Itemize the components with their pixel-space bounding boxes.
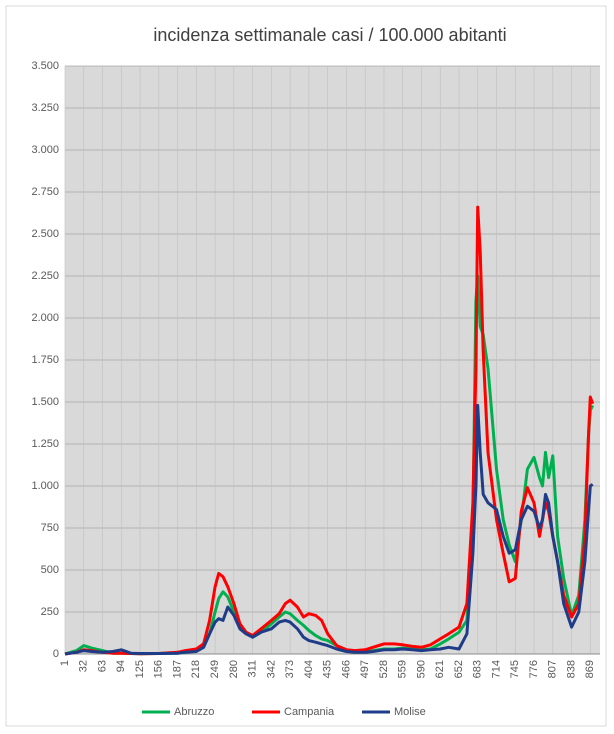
x-tick-label: 497 [359,660,371,678]
x-tick-label: 1 [59,660,71,666]
y-tick-label: 250 [41,606,59,618]
y-tick-label: 2.000 [31,312,59,324]
x-tick-label: 373 [284,660,296,678]
x-tick-label: 249 [209,660,221,678]
y-tick-label: 500 [41,564,59,576]
y-tick-label: 2.750 [31,186,59,198]
y-tick-label: 3.000 [31,144,59,156]
x-tick-label: 404 [303,660,315,678]
x-tick-label: 63 [96,660,108,672]
x-tick-label: 652 [453,660,465,678]
y-tick-label: 1.250 [31,438,59,450]
legend-label: Molise [394,706,426,718]
y-tick-label: 750 [41,522,59,534]
x-tick-label: 32 [78,660,90,672]
x-tick-label: 187 [171,660,183,678]
y-tick-label: 3.250 [31,102,59,114]
x-tick-label: 714 [490,660,502,678]
x-tick-label: 435 [322,660,334,678]
x-tick-label: 466 [340,660,352,678]
y-tick-label: 2.250 [31,270,59,282]
x-tick-label: 218 [190,660,202,678]
x-tick-label: 311 [247,660,259,678]
y-tick-label: 1.500 [31,396,59,408]
x-tick-label: 838 [565,660,577,678]
x-tick-label: 807 [547,660,559,678]
x-tick-label: 125 [134,660,146,678]
y-tick-label: 0 [53,648,59,660]
x-tick-label: 528 [378,660,390,678]
x-tick-label: 156 [153,660,165,678]
x-tick-label: 559 [397,660,409,678]
x-tick-label: 621 [434,660,446,678]
x-tick-label: 94 [115,660,127,672]
x-tick-label: 776 [528,660,540,678]
x-tick-label: 869 [584,660,596,678]
x-tick-label: 280 [228,660,240,678]
y-tick-label: 2.500 [31,228,59,240]
x-tick-label: 342 [265,660,277,678]
x-tick-label: 683 [472,660,484,678]
x-tick-label: 590 [415,660,427,678]
chart-title: incidenza settimanale casi / 100.000 abi… [153,25,506,45]
y-tick-label: 3.500 [31,60,59,72]
series-line [64,403,594,656]
y-tick-label: 1.750 [31,354,59,366]
legend-label: Campania [284,706,335,718]
x-tick-label: 745 [509,660,521,678]
y-tick-label: 1.000 [31,480,59,492]
legend-label: Abruzzo [174,706,214,718]
